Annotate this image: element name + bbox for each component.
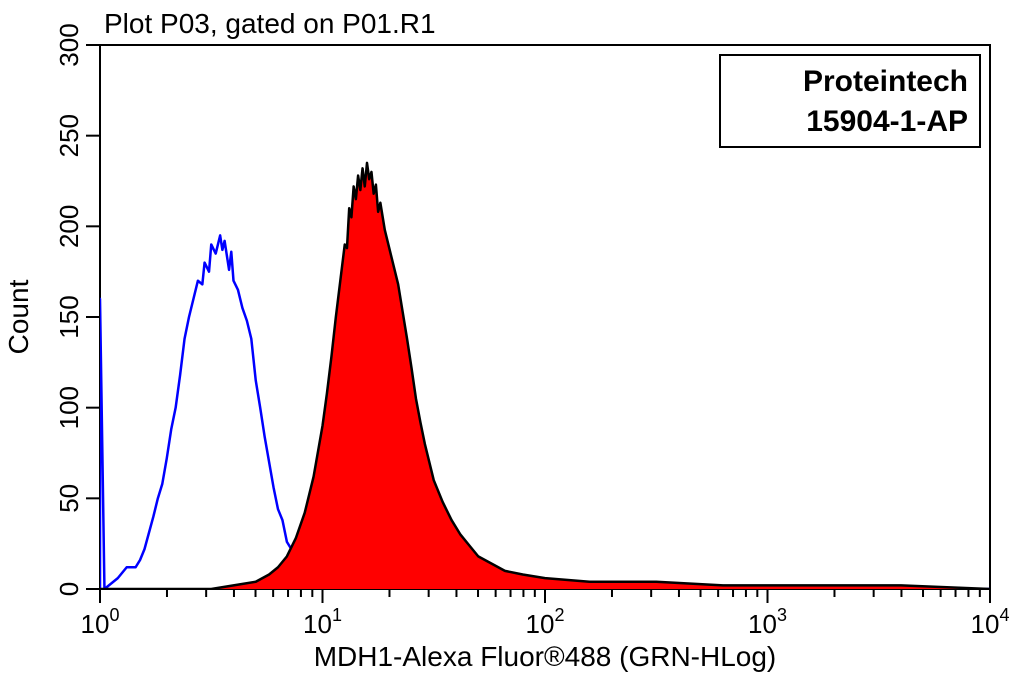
y-tick-label: 50 <box>54 484 84 513</box>
legend-text: 15904-1-AP <box>806 105 968 138</box>
y-tick-label: 100 <box>54 386 84 429</box>
y-tick-label: 250 <box>54 114 84 157</box>
y-axis-label: Count <box>3 279 34 354</box>
y-tick-label: 200 <box>54 205 84 248</box>
y-tick-label: 150 <box>54 295 84 338</box>
x-axis-label: MDH1-Alexa Fluor®488 (GRN-HLog) <box>314 641 777 672</box>
histogram-svg: 050100150200250300100101102103104MDH1-Al… <box>0 0 1015 684</box>
legend-text: Proteintech <box>803 65 968 98</box>
plot-title: Plot P03, gated on P01.R1 <box>104 8 436 39</box>
y-tick-label: 300 <box>54 23 84 66</box>
chart-container: 050100150200250300100101102103104MDH1-Al… <box>0 0 1015 684</box>
y-tick-label: 0 <box>54 582 84 596</box>
